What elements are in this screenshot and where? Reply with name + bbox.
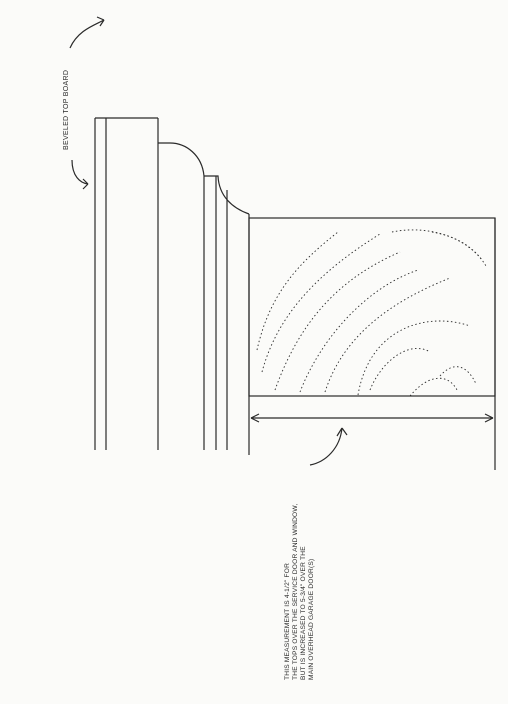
leader-arrow-board — [71, 159, 89, 190]
note-line-2: the tops over the service door and windo… — [292, 503, 299, 680]
dimension-line — [250, 413, 494, 423]
note-line-1: This measurement is 4-1/2" for — [284, 562, 291, 680]
wood-grain-board — [248, 217, 496, 470]
measurement-note: This measurement is 4-1/2" for the tops … — [284, 504, 316, 680]
leader-arrow-top — [69, 16, 105, 49]
crown-moulding-profile — [158, 142, 250, 455]
note-line-3: but is increased to 5-3/4" over the — [300, 546, 307, 680]
note-line-4: main overhead garage door(s) — [308, 558, 315, 680]
beveled-top-board-profile — [94, 117, 159, 450]
beveled-top-board-label: Beveled top board — [63, 69, 70, 150]
leader-arrow-note — [309, 427, 348, 466]
